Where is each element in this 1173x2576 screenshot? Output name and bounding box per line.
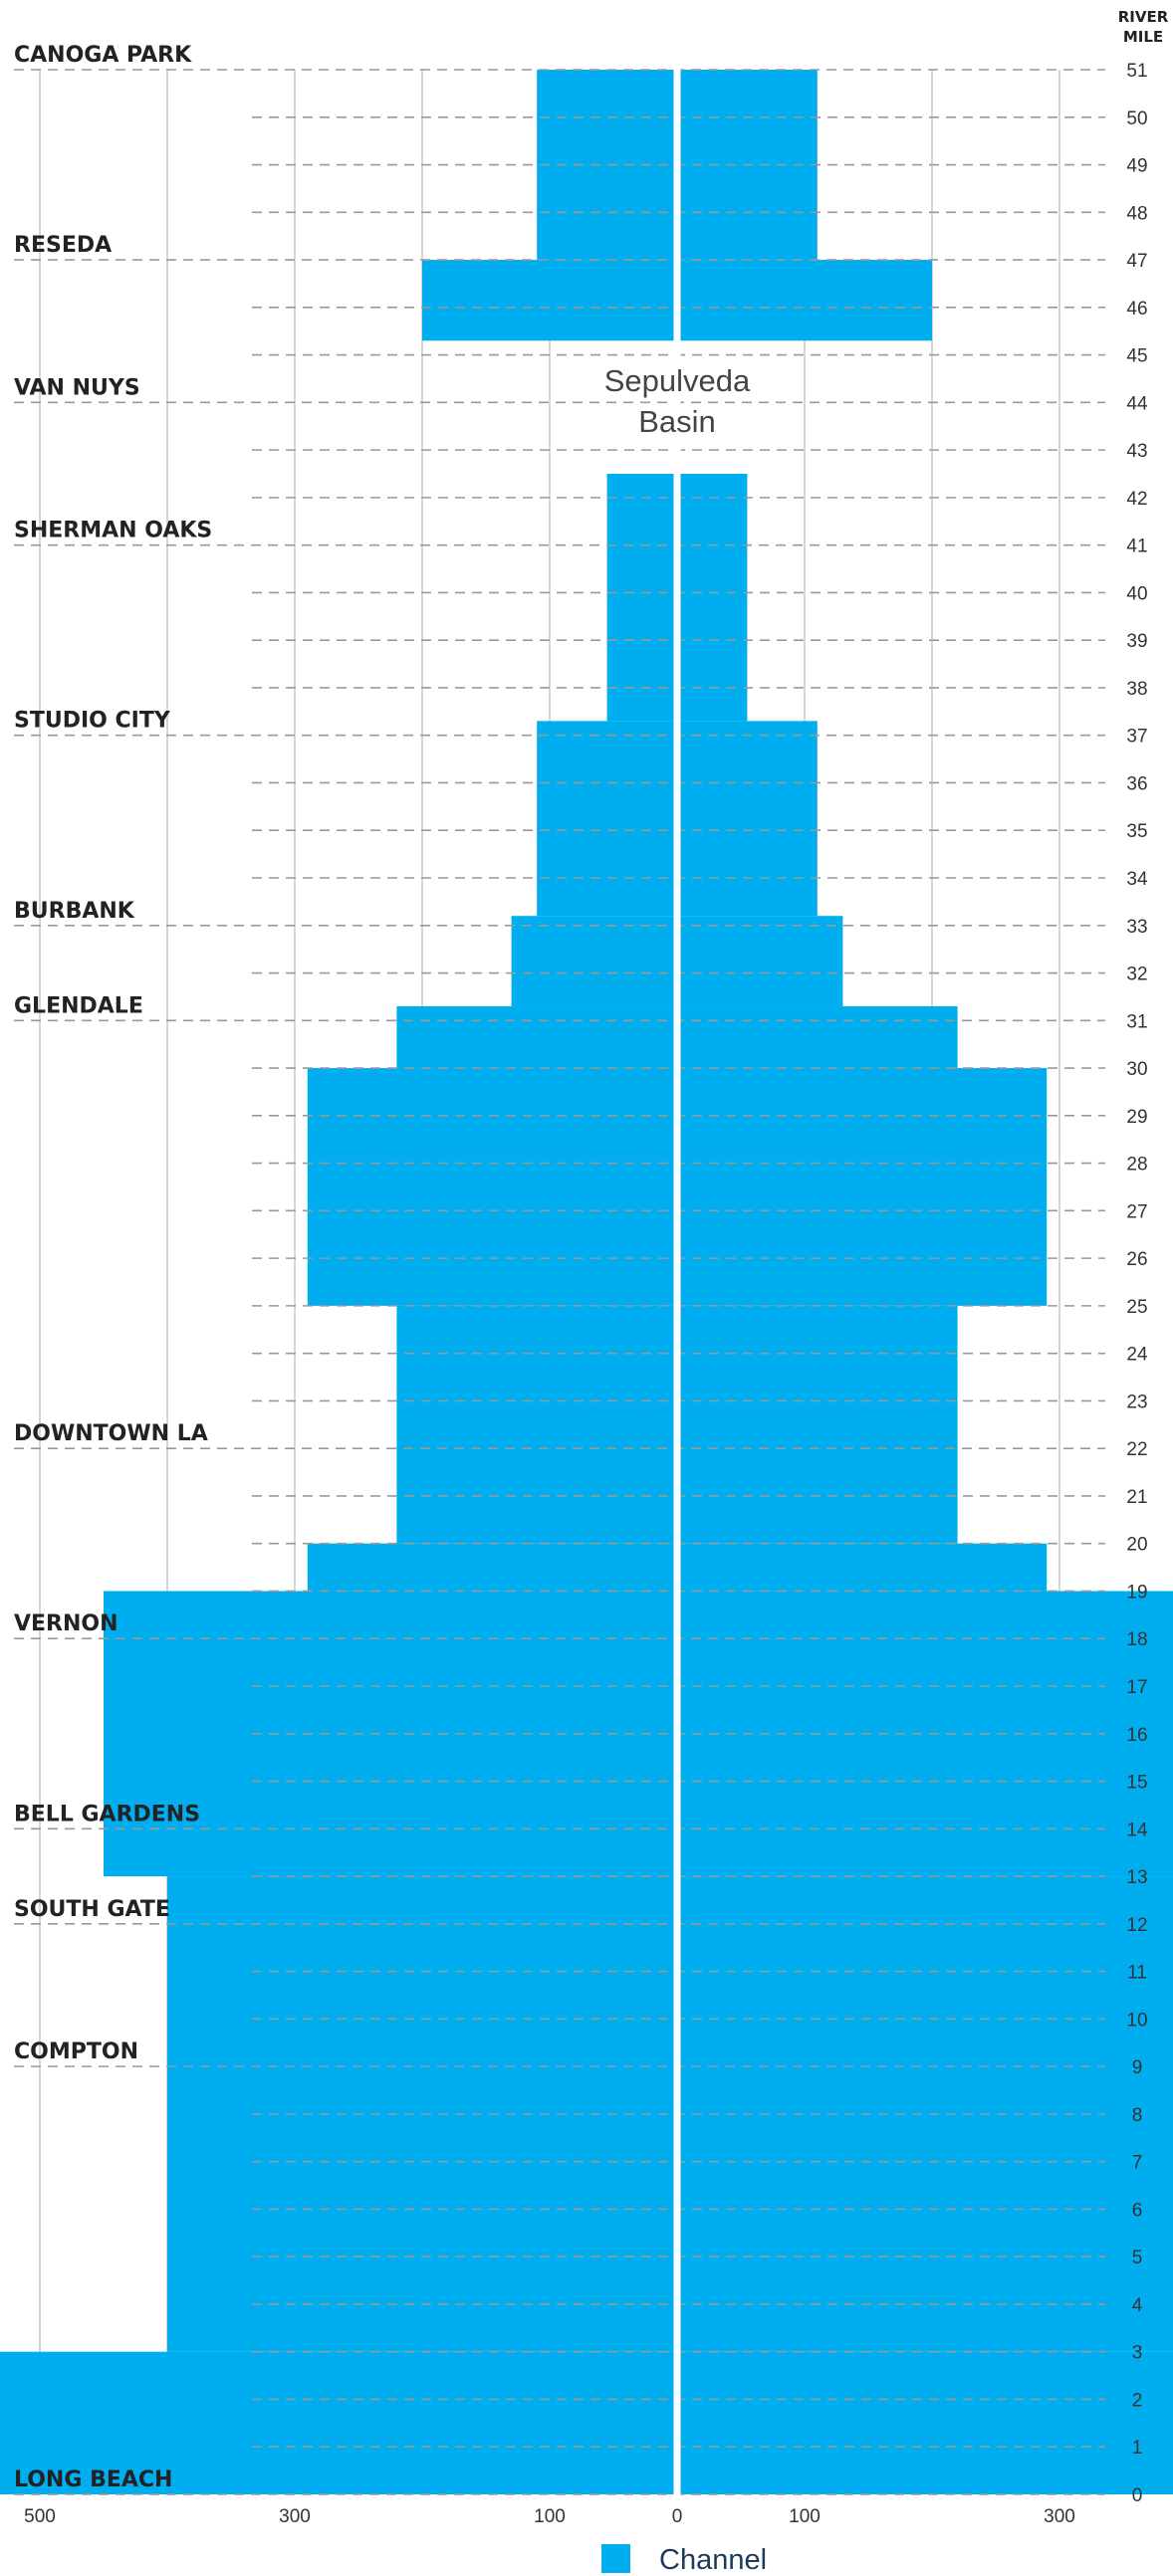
river-mile-label: 1 — [1132, 2438, 1143, 2459]
river-mile-label: 36 — [1126, 773, 1147, 794]
city-label: BELL GARDENS — [14, 1802, 200, 1826]
city-label: CANOGA PARK — [14, 43, 192, 68]
river-mile-label: 23 — [1126, 1392, 1147, 1412]
river-mile-label: 25 — [1126, 1297, 1147, 1318]
river-mile-label: 19 — [1126, 1582, 1147, 1603]
city-label: VERNON — [14, 1611, 118, 1636]
river-mile-label: 34 — [1126, 869, 1148, 890]
river-mile-label: 31 — [1126, 1011, 1147, 1032]
channel-bar — [104, 1591, 1173, 1877]
river-mile-label: 37 — [1126, 727, 1147, 748]
center-divider — [673, 68, 681, 2496]
river-mile-label: 51 — [1126, 61, 1147, 82]
bars-layer — [0, 70, 1173, 2494]
river-mile-label: 50 — [1126, 108, 1147, 129]
river-mile-label: 0 — [1132, 2485, 1143, 2506]
river-mile-label: 32 — [1126, 965, 1147, 985]
river-mile-label: 22 — [1126, 1439, 1147, 1460]
river-mile-label: 46 — [1126, 299, 1147, 320]
river-mile-label: 6 — [1132, 2200, 1143, 2221]
river-mile-label: 17 — [1126, 1677, 1147, 1698]
river-mile-label: 47 — [1126, 251, 1147, 272]
x-tick-label: 500 — [24, 2506, 56, 2527]
x-tick-label: 100 — [789, 2506, 821, 2527]
river-mile-label: 11 — [1127, 1963, 1147, 1984]
river-mile-label: 7 — [1132, 2153, 1143, 2174]
channel-bar — [0, 2351, 1173, 2494]
river-mile-label: 29 — [1126, 1107, 1147, 1128]
river-mile-label: 4 — [1132, 2295, 1143, 2316]
river-mile-label: 35 — [1126, 821, 1147, 842]
city-label: SHERMAN OAKS — [14, 519, 212, 543]
river-mile-label: 21 — [1126, 1487, 1147, 1508]
river-mile-label: 30 — [1126, 1059, 1147, 1080]
gap-note-line-1: Sepulveda — [604, 363, 751, 398]
river-mile-label: 15 — [1126, 1773, 1147, 1794]
river-mile-label: 12 — [1126, 1915, 1147, 1936]
river-mile-label: 5 — [1132, 2248, 1143, 2268]
river-mile-label: 27 — [1126, 1201, 1147, 1222]
river-mile-label: 28 — [1126, 1155, 1147, 1176]
x-tick-label: 100 — [534, 2506, 566, 2527]
river-mile-header-line-1: RIVER — [1118, 8, 1169, 26]
river-mile-label: 13 — [1126, 1867, 1147, 1888]
river-mile-label: 24 — [1126, 1345, 1148, 1366]
river-mile-label: 26 — [1126, 1249, 1147, 1270]
river-mile-label: 39 — [1126, 631, 1147, 652]
river-mile-label: 38 — [1126, 679, 1147, 700]
city-label: RESEDA — [14, 233, 112, 258]
river-mile-label: 3 — [1132, 2343, 1143, 2364]
river-mile-label: 20 — [1126, 1535, 1147, 1556]
river-mile-label: 16 — [1126, 1725, 1147, 1746]
river-mile-label: 42 — [1126, 489, 1147, 510]
legend-label: Channel — [659, 2544, 767, 2576]
river-mile-header: RIVER MILE — [1118, 8, 1169, 46]
river-mile-label: 48 — [1126, 203, 1147, 224]
labels-layer: 0123456789101112131415161718192021222324… — [14, 43, 1148, 2527]
river-mile-label: 18 — [1126, 1629, 1147, 1650]
river-mile-label: 9 — [1132, 2057, 1143, 2078]
river-mile-label: 43 — [1126, 441, 1147, 462]
legend-swatch — [601, 2544, 630, 2573]
legend: Channel — [601, 2544, 767, 2576]
river-mile-label: 49 — [1126, 156, 1147, 177]
river-mile-label: 45 — [1126, 346, 1147, 367]
river-mile-label: 40 — [1126, 583, 1147, 604]
gap-note-line-2: Basin — [638, 404, 716, 439]
city-label: STUDIO CITY — [14, 709, 171, 734]
city-label: SOUTH GATE — [14, 1897, 170, 1922]
center-gap — [673, 68, 681, 2496]
city-label: DOWNTOWN LA — [14, 1421, 208, 1446]
city-label: COMPTON — [14, 2039, 138, 2064]
river-mile-label: 8 — [1132, 2105, 1143, 2126]
river-mile-label: 10 — [1126, 2010, 1147, 2031]
river-mile-label: 44 — [1126, 393, 1148, 414]
city-label: LONG BEACH — [14, 2468, 172, 2492]
sepulveda-basin-annotation: Sepulveda Basin — [604, 363, 751, 439]
city-label: VAN NUYS — [14, 375, 140, 400]
city-label: BURBANK — [14, 899, 135, 924]
river-mile-label: 33 — [1126, 917, 1147, 938]
river-mile-label: 14 — [1126, 1820, 1148, 1840]
x-tick-label: 300 — [279, 2506, 311, 2527]
river-mile-label: 2 — [1132, 2390, 1143, 2411]
river-mile-header-line-2: MILE — [1123, 28, 1163, 46]
x-tick-label: 300 — [1044, 2506, 1075, 2527]
x-tick-label: 0 — [672, 2506, 683, 2527]
city-label: GLENDALE — [14, 993, 143, 1018]
river-mile-label: 41 — [1126, 537, 1147, 557]
